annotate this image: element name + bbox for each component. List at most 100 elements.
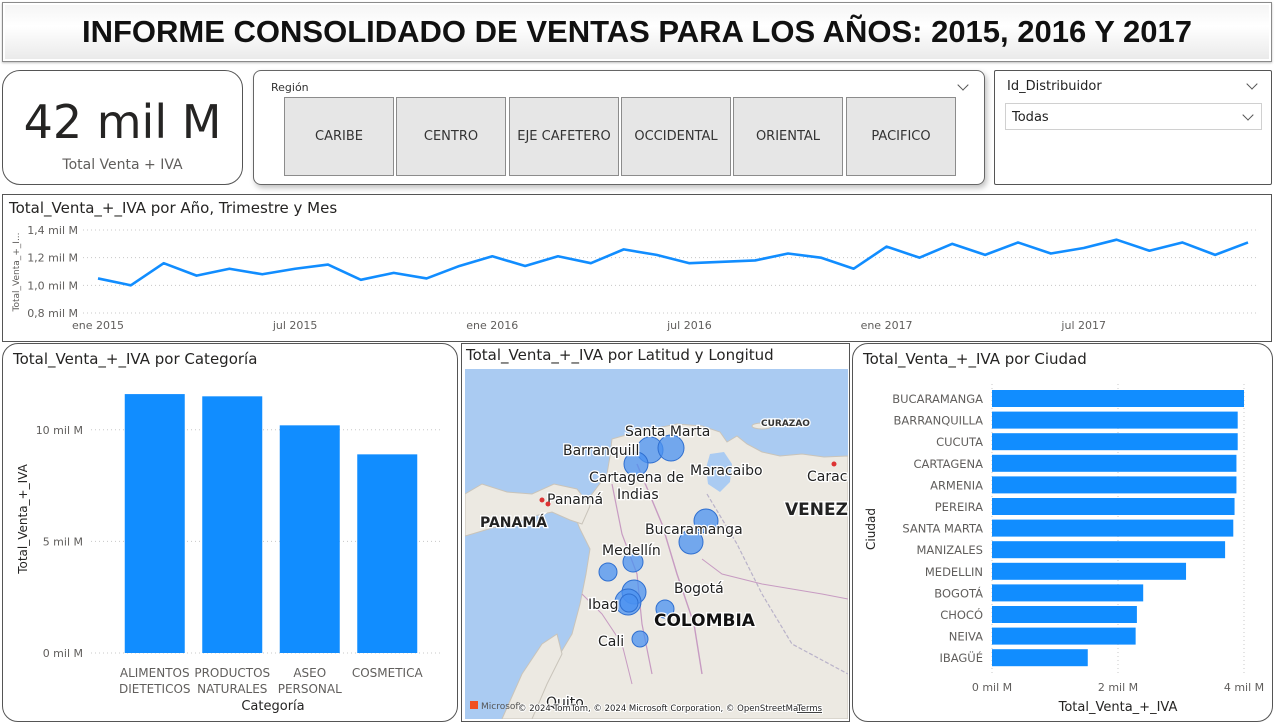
line-data-point[interactable] <box>290 264 300 274</box>
city-bubble[interactable] <box>598 562 618 582</box>
report-title: INFORME CONSOLIDADO DE VENTAS PARA LOS A… <box>82 14 1192 49</box>
line-data-point[interactable] <box>520 261 530 271</box>
x-tick-label: 2 mil M <box>1098 681 1138 694</box>
line-data-point[interactable] <box>750 255 760 265</box>
city-bar[interactable] <box>992 584 1144 602</box>
line-data-point[interactable] <box>1144 246 1154 256</box>
line-data-point[interactable] <box>684 258 694 268</box>
map-place-label: Ibag <box>588 597 618 613</box>
line-data-point[interactable] <box>323 260 333 270</box>
city-chart-title: Total_Venta_+_IVA por Ciudad <box>863 350 1087 368</box>
city-bar[interactable] <box>992 627 1136 645</box>
distributor-dropdown[interactable]: Todas <box>1005 103 1262 130</box>
line-data-point[interactable] <box>980 250 990 260</box>
city-bar[interactable] <box>992 454 1237 472</box>
line-data-point[interactable] <box>224 264 234 274</box>
line-data-point[interactable] <box>1046 249 1056 259</box>
chevron-down-icon <box>1242 109 1254 121</box>
map-lake-maracaibo <box>706 452 732 492</box>
map-land-panama <box>465 483 591 537</box>
map-place-label: Quito <box>546 695 584 711</box>
line-data-point[interactable] <box>1013 237 1023 247</box>
line-data-point[interactable] <box>389 268 399 278</box>
line-data-point[interactable] <box>422 273 432 283</box>
category-bar[interactable] <box>124 394 185 653</box>
line-data-point[interactable] <box>947 239 957 249</box>
line-data-point[interactable] <box>816 253 826 263</box>
map-land-south <box>501 633 563 719</box>
city-bar[interactable] <box>992 476 1237 494</box>
map-place-label: PANAMÁ <box>480 514 547 531</box>
line-data-point[interactable] <box>356 275 366 285</box>
x-axis-label: Categoría <box>241 699 304 714</box>
city-bubble[interactable] <box>619 593 639 613</box>
region-option-caribe[interactable]: CARIBE <box>284 97 394 176</box>
map-terms-link[interactable]: Terms <box>795 703 824 715</box>
x-axis-label: Total_Venta_+_IVA <box>1058 700 1178 715</box>
city-bubble[interactable] <box>631 630 649 648</box>
line-data-point[interactable] <box>1112 235 1122 245</box>
line-data-point[interactable] <box>159 258 169 268</box>
region-option-centro[interactable]: CENTRO <box>396 97 506 176</box>
line-data-point[interactable] <box>849 264 859 274</box>
line-data-point[interactable] <box>93 273 103 283</box>
city-bar[interactable] <box>992 562 1187 580</box>
line-data-point[interactable] <box>487 251 497 261</box>
y-tick-label: SANTA MARTA <box>902 522 983 536</box>
city-bar[interactable] <box>992 433 1238 451</box>
city-bar[interactable] <box>992 541 1226 559</box>
line-data-point[interactable] <box>257 269 267 279</box>
line-data-point[interactable] <box>783 249 793 259</box>
region-option-pacifico[interactable]: PACIFICO <box>846 97 956 176</box>
distributor-slicer: Id_Distribuidor Todas <box>994 70 1272 185</box>
map-visual[interactable]: Santa Marta Barranquill Cartagena deIndias… <box>462 344 849 721</box>
line-data-point[interactable] <box>882 242 892 252</box>
y-tick-label: BOGOTÁ <box>934 585 983 600</box>
city-bubble[interactable] <box>693 508 719 534</box>
region-option-occidental[interactable]: OCCIDENTAL <box>621 97 731 176</box>
line-data-point[interactable] <box>914 253 924 263</box>
city-bar[interactable] <box>992 519 1234 537</box>
map-road <box>701 558 848 600</box>
line-data-point[interactable] <box>1079 243 1089 253</box>
chevron-down-icon[interactable] <box>1246 78 1258 90</box>
line-data-point[interactable] <box>553 251 563 261</box>
line-data-point[interactable] <box>454 261 464 271</box>
chevron-down-icon[interactable] <box>957 79 969 91</box>
city-bar[interactable] <box>992 498 1235 515</box>
category-bar[interactable] <box>357 454 418 653</box>
map-place-label: Medellín <box>602 543 661 559</box>
kpi-card: 42 mil M Total Venta + IVA <box>2 70 243 185</box>
line-data-point[interactable] <box>652 250 662 260</box>
line-data-point[interactable] <box>1177 237 1187 247</box>
city-bubble[interactable] <box>622 551 644 573</box>
city-bar[interactable] <box>992 411 1238 429</box>
x-tick-label: PRODUCTOS <box>194 666 270 680</box>
city-bar[interactable] <box>992 606 1137 623</box>
x-tick-label: NATURALES <box>197 682 267 696</box>
map-border <box>706 493 848 675</box>
line-data-point[interactable] <box>586 258 596 268</box>
city-bubble[interactable] <box>657 434 685 462</box>
line-data-point[interactable] <box>126 280 136 290</box>
city-bar[interactable] <box>992 649 1088 667</box>
map-road <box>581 593 633 685</box>
map-place-label: Barranquill <box>563 443 639 459</box>
line-data-point[interactable] <box>1243 237 1253 247</box>
y-tick-label: BUCARAMANGA <box>892 392 983 406</box>
city-bubble[interactable] <box>655 599 675 619</box>
region-option-oriental[interactable]: ORIENTAL <box>733 97 843 176</box>
city-bubble[interactable] <box>623 451 649 477</box>
category-bar[interactable] <box>202 396 263 653</box>
line-data-point[interactable] <box>1210 250 1220 260</box>
line-data-point[interactable] <box>619 244 629 254</box>
line-data-point[interactable] <box>192 271 202 281</box>
city-bubble[interactable] <box>678 529 704 555</box>
line-data-point[interactable] <box>717 257 727 267</box>
city-bar[interactable] <box>992 390 1244 407</box>
category-bar[interactable] <box>279 425 340 653</box>
map-road <box>636 463 703 675</box>
x-tick-label: ene 2015 <box>72 319 124 332</box>
region-option-eje-cafetero[interactable]: EJE CAFETERO <box>509 97 619 176</box>
region-slicer-title: Región <box>271 81 309 94</box>
